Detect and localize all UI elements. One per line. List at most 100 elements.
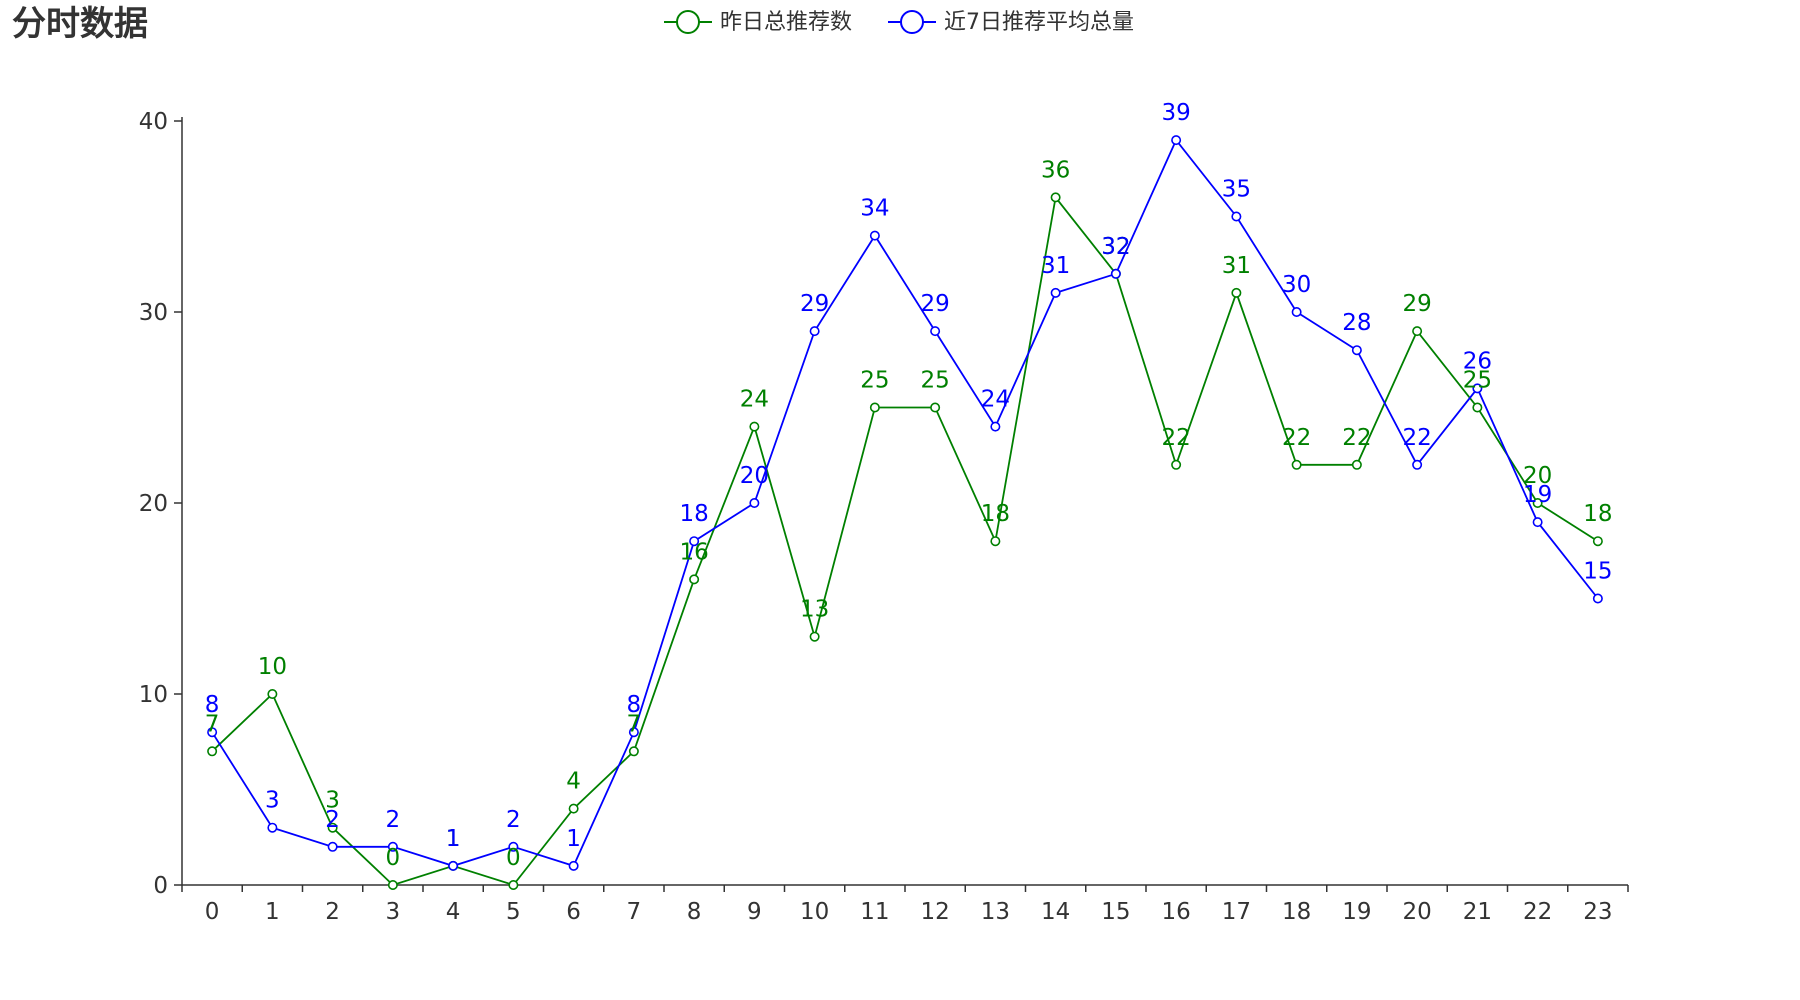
- data-label: 0: [506, 845, 521, 871]
- data-label: 31: [1222, 253, 1251, 279]
- data-label: 31: [1041, 253, 1070, 279]
- x-tick-label: 2: [325, 899, 340, 925]
- data-label: 29: [1402, 291, 1431, 317]
- data-label: 8: [205, 692, 220, 718]
- data-point[interactable]: [689, 536, 700, 547]
- data-point[interactable]: [930, 326, 941, 337]
- data-label: 2: [386, 807, 401, 833]
- x-tick-label: 0: [205, 899, 220, 925]
- data-point[interactable]: [1412, 459, 1423, 470]
- data-point[interactable]: [1050, 287, 1061, 298]
- data-point[interactable]: [267, 688, 278, 699]
- data-point[interactable]: [1171, 459, 1182, 470]
- x-tick-label: 5: [506, 899, 521, 925]
- data-point[interactable]: [207, 746, 218, 757]
- data-point[interactable]: [628, 727, 639, 738]
- data-label: 39: [1161, 100, 1190, 126]
- data-label: 24: [981, 387, 1010, 413]
- data-point[interactable]: [689, 574, 700, 585]
- data-label: 20: [1523, 463, 1552, 489]
- data-label: 30: [1282, 272, 1311, 298]
- x-tick-label: 15: [1101, 899, 1130, 925]
- data-label: 32: [1101, 234, 1130, 260]
- data-point[interactable]: [1050, 192, 1061, 203]
- data-label: 25: [860, 368, 889, 394]
- legend-item-2[interactable]: 近7日推荐平均总量: [888, 10, 1134, 35]
- data-point[interactable]: [1171, 135, 1182, 146]
- data-point[interactable]: [448, 860, 459, 871]
- data-point[interactable]: [1592, 536, 1603, 547]
- legend-label: 昨日总推荐数: [720, 10, 852, 35]
- data-point[interactable]: [869, 230, 880, 241]
- x-tick-label: 10: [800, 899, 829, 925]
- legend-circle-icon: [900, 10, 924, 34]
- data-label: 4: [566, 769, 581, 795]
- data-point[interactable]: [327, 841, 338, 852]
- data-point[interactable]: [508, 841, 519, 852]
- data-label: 8: [627, 692, 642, 718]
- x-tick-label: 21: [1463, 899, 1492, 925]
- legend[interactable]: 昨日总推荐数 近7日推荐平均总量: [664, 10, 1134, 35]
- x-tick-label: 18: [1282, 899, 1311, 925]
- data-label: 29: [920, 291, 949, 317]
- data-point[interactable]: [1291, 306, 1302, 317]
- data-label: 20: [740, 463, 769, 489]
- data-point[interactable]: [1231, 211, 1242, 222]
- data-label: 1: [566, 826, 581, 852]
- data-point[interactable]: [990, 536, 1001, 547]
- data-label: 10: [258, 654, 287, 680]
- x-tick-label: 14: [1041, 899, 1070, 925]
- data-point[interactable]: [869, 402, 880, 413]
- data-point[interactable]: [1532, 517, 1543, 528]
- y-tick-label: 10: [139, 682, 168, 708]
- x-tick-label: 7: [627, 899, 642, 925]
- x-tick-label: 20: [1402, 899, 1431, 925]
- data-label: 22: [1282, 425, 1311, 451]
- data-point[interactable]: [809, 631, 820, 642]
- data-label: 3: [325, 788, 340, 814]
- data-point[interactable]: [809, 326, 820, 337]
- data-point[interactable]: [990, 421, 1001, 432]
- data-label: 2: [506, 807, 521, 833]
- data-label: 22: [1342, 425, 1371, 451]
- data-point[interactable]: [749, 421, 760, 432]
- data-point[interactable]: [327, 822, 338, 833]
- data-point[interactable]: [568, 860, 579, 871]
- data-point[interactable]: [1532, 497, 1543, 508]
- data-point[interactable]: [1472, 402, 1483, 413]
- data-label: 24: [740, 387, 769, 413]
- x-tick-label: 23: [1583, 899, 1612, 925]
- x-tick-label: 13: [981, 899, 1010, 925]
- data-point[interactable]: [387, 841, 398, 852]
- data-label: 22: [1161, 425, 1190, 451]
- data-point[interactable]: [749, 497, 760, 508]
- chart-title: 分时数据: [12, 4, 148, 44]
- data-label: 1: [446, 826, 461, 852]
- data-point[interactable]: [568, 803, 579, 814]
- data-point[interactable]: [1231, 287, 1242, 298]
- data-point[interactable]: [628, 746, 639, 757]
- data-point[interactable]: [1351, 459, 1362, 470]
- data-point[interactable]: [207, 727, 218, 738]
- y-tick-label: 40: [139, 109, 168, 135]
- data-label: 26: [1463, 348, 1492, 374]
- x-tick-label: 3: [386, 899, 401, 925]
- data-label: 32: [1101, 234, 1130, 260]
- x-tick-label: 19: [1342, 899, 1371, 925]
- data-point[interactable]: [1472, 383, 1483, 394]
- data-point[interactable]: [1412, 326, 1423, 337]
- x-tick-label: 1: [265, 899, 280, 925]
- data-label: 28: [1342, 310, 1371, 336]
- data-point[interactable]: [1351, 345, 1362, 356]
- data-point[interactable]: [1110, 268, 1121, 279]
- legend-item-1[interactable]: 昨日总推荐数: [664, 10, 852, 35]
- data-point[interactable]: [930, 402, 941, 413]
- data-point[interactable]: [1592, 593, 1603, 604]
- data-point[interactable]: [508, 879, 519, 890]
- data-point[interactable]: [387, 879, 398, 890]
- data-point[interactable]: [1291, 459, 1302, 470]
- data-point[interactable]: [267, 822, 278, 833]
- legend-label: 近7日推荐平均总量: [944, 10, 1134, 35]
